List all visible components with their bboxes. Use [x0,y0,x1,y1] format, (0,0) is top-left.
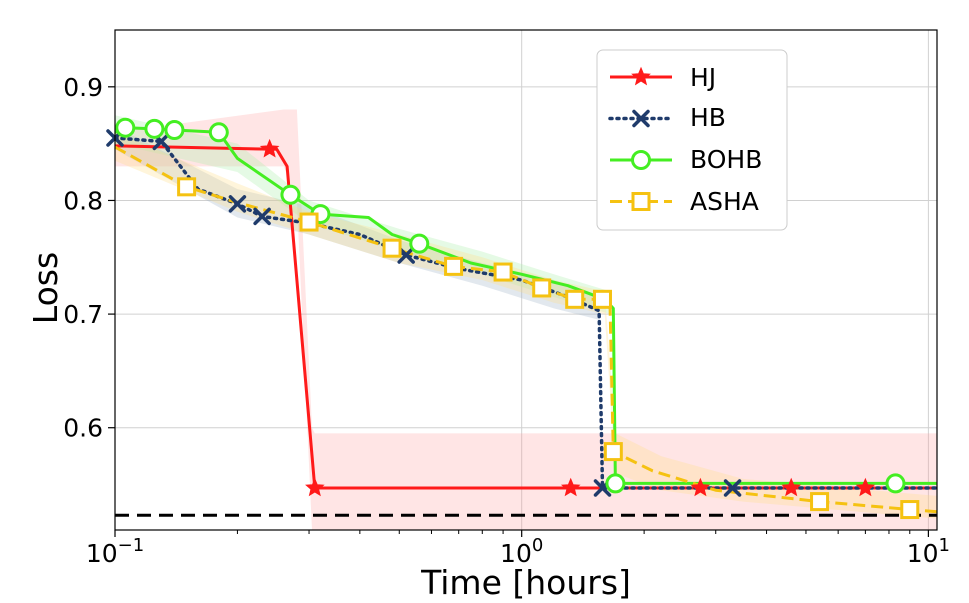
point-asha [177,177,197,197]
point-hj [855,477,876,497]
point-bohb [409,233,430,254]
point-bohb [208,122,229,143]
series-markers [106,117,920,520]
point-asha [810,492,830,512]
legend-marker-hb [632,109,650,128]
legend-box [596,49,788,231]
legend-marker-hj [631,66,651,86]
point-asha [532,278,552,298]
y-axis-title: Loss [26,252,65,324]
point-hj [259,138,280,158]
point-asha [900,500,920,520]
point-bohb [605,473,626,494]
legend-label-hb: HB [690,103,726,132]
x-tick-label: 101 [907,535,950,568]
point-hj [560,477,581,497]
point-bohb [144,118,165,139]
point-asha [382,238,402,258]
y-tick-label: 0.7 [63,300,103,329]
confidence-bands [115,109,937,530]
band-asha [115,132,937,519]
point-asha [592,289,612,309]
point-asha [565,289,585,309]
point-hb [723,479,742,497]
point-hj [305,477,325,497]
legend-label-hj: HJ [690,63,716,92]
point-hb [228,195,247,213]
x-tick-label: 100 [500,535,543,568]
point-bohb [115,117,136,138]
x-axis-title: Time [hours] [420,563,631,602]
legend: HJ HB BOHB ASHA [596,49,788,231]
point-bohb [280,184,301,205]
legend-marker-asha [631,192,651,211]
band-bohb [115,115,611,315]
plot-frame [114,29,938,531]
series-line-bohb [114,126,937,485]
point-bohb [885,473,906,494]
y-tick-label: 0.9 [63,73,103,102]
axis-ticks: 0.6 0.7 0.8 0.9 10−1 100 101 [63,73,950,568]
point-asha [603,442,623,462]
point-asha [444,256,464,276]
legend-label-asha: ASHA [690,187,759,216]
point-hj [781,477,802,497]
point-hj [690,477,711,497]
y-tick-label: 0.8 [63,186,103,215]
legend-label-bohb: BOHB [690,145,762,174]
point-hb [253,207,271,226]
point-asha [299,212,319,232]
y-tick-label: 0.6 [63,414,103,443]
x-tick-label: 10−1 [86,535,144,568]
point-bohb [164,120,185,140]
point-asha [493,262,513,282]
legend-marker-bohb [631,150,651,170]
